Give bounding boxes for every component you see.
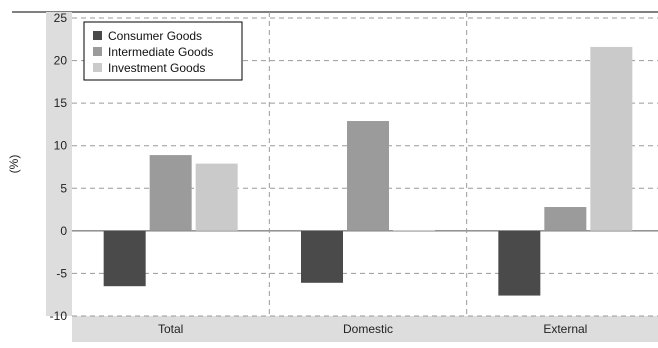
y-tick-label: 20 [54, 54, 68, 68]
category-labels: Total Domestic External [158, 322, 587, 336]
y-tick-label: 25 [54, 11, 68, 25]
bar-domestic-intermediate-goods [347, 121, 389, 231]
bars [103, 46, 633, 296]
bar-total-intermediate-goods [149, 155, 192, 231]
legend-swatch-consumer [93, 31, 102, 40]
bar-external-consumer-goods [498, 230, 541, 296]
category-label-domestic: Domestic [343, 322, 393, 336]
bar-total-consumer-goods [103, 230, 146, 287]
y-tick-label: 0 [60, 224, 67, 238]
legend-swatch-investment [93, 63, 102, 72]
legend: Consumer Goods Intermediate Goods Invest… [83, 21, 243, 81]
y-axis-band [46, 12, 72, 316]
legend-label-investment: Investment Goods [108, 61, 205, 75]
bar-total-investment-goods [195, 163, 238, 231]
y-axis-label: (%) [7, 155, 21, 174]
y-tick-label: 15 [54, 96, 68, 110]
category-label-total: Total [158, 322, 183, 336]
bar-domestic-investment-goods [393, 230, 435, 232]
y-tick-label: -10 [50, 309, 68, 323]
y-tick-label: 5 [60, 181, 67, 195]
y-tick-label: -5 [56, 266, 67, 280]
legend-swatch-intermediate [93, 47, 102, 56]
bar-domestic-consumer-goods [301, 230, 343, 283]
y-tick-label: 10 [54, 139, 68, 153]
legend-box [83, 21, 243, 81]
legend-label-intermediate: Intermediate Goods [108, 45, 213, 59]
y-ticks: -10 -5 0 5 10 15 20 25 [50, 11, 68, 323]
bar-external-intermediate-goods [544, 207, 587, 231]
x-axis-band [72, 316, 658, 342]
legend-label-consumer: Consumer Goods [108, 29, 202, 43]
bar-external-investment-goods [590, 46, 633, 231]
category-label-external: External [543, 322, 587, 336]
